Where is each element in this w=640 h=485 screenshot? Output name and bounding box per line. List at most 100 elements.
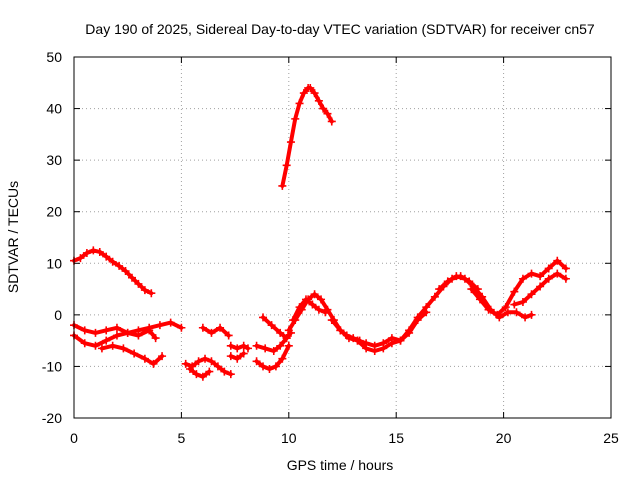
series-track-4 [70, 326, 160, 350]
series-track-9 [226, 341, 252, 353]
data-point [112, 323, 121, 332]
series-track-20 [510, 269, 570, 309]
y-tick-label: 30 [46, 152, 62, 168]
y-tick-label: 0 [54, 307, 62, 323]
data-point [213, 362, 222, 371]
series-track-19 [467, 256, 570, 319]
data-point [252, 357, 261, 366]
data-point [289, 316, 298, 325]
series-track-15 [289, 295, 330, 325]
data-point [147, 289, 156, 298]
series-band [228, 343, 250, 351]
data-point [108, 257, 117, 266]
data-point [301, 295, 310, 304]
data-point [544, 274, 553, 283]
data-point [185, 365, 194, 374]
series-band [188, 367, 212, 379]
data-point [396, 336, 405, 345]
data-point [134, 331, 143, 340]
data-point [379, 344, 388, 353]
series-band [183, 356, 233, 377]
data-point [259, 313, 268, 322]
x-tick-label: 15 [388, 430, 404, 446]
series-track-13 [259, 313, 291, 343]
data-point [239, 341, 248, 350]
data-point [233, 344, 242, 353]
x-tick-label: 0 [70, 430, 78, 446]
series-track-2 [278, 83, 336, 190]
data-point [134, 279, 143, 288]
data-point [306, 83, 315, 92]
data-point [493, 310, 502, 319]
data-point [127, 273, 136, 282]
x-tick-label: 10 [281, 430, 297, 446]
y-tick-label: 10 [46, 255, 62, 271]
data-point [205, 367, 214, 376]
data-point [269, 346, 278, 355]
data-point [536, 272, 545, 281]
data-point [198, 372, 207, 381]
series-band [254, 343, 291, 371]
data-point [527, 269, 536, 278]
data-point [181, 359, 190, 368]
series-track-6 [181, 354, 235, 379]
data-point [370, 346, 379, 355]
data-point [362, 344, 371, 353]
data-point [278, 354, 287, 363]
data-point [310, 290, 319, 299]
data-point [295, 99, 304, 108]
data-point [207, 357, 216, 366]
y-tick-label: -20 [42, 410, 62, 426]
series-band [261, 315, 289, 341]
data-points [70, 83, 570, 381]
data-point [271, 362, 280, 371]
data-point [108, 341, 117, 350]
data-point [177, 323, 186, 332]
data-point [405, 328, 414, 337]
data-point [314, 96, 323, 105]
data-point [521, 313, 530, 322]
x-axis-label: GPS time / hours [287, 457, 394, 473]
data-point [353, 336, 362, 345]
ticks: 0 5 10 15 20 25 -20 -10 0 10 20 30 40 50 [42, 49, 619, 446]
data-point [276, 341, 285, 350]
data-point [112, 331, 121, 340]
data-point [102, 326, 111, 335]
data-point [284, 341, 293, 350]
data-point [82, 248, 91, 257]
data-point [321, 308, 330, 317]
y-tick-label: 20 [46, 204, 62, 220]
data-point [413, 316, 422, 325]
y-axis-label: SDTVAR / TECUs [5, 181, 21, 293]
data-point [422, 308, 431, 317]
data-point [201, 354, 210, 363]
y-tick-label: -10 [42, 358, 62, 374]
data-point [226, 341, 235, 350]
data-point [510, 300, 519, 309]
data-point [510, 287, 519, 296]
x-tick-label: 20 [496, 430, 512, 446]
data-point [91, 341, 100, 350]
data-point [299, 89, 308, 98]
data-point [243, 344, 252, 353]
series-track-7 [185, 365, 214, 381]
data-point [553, 269, 562, 278]
data-point [561, 264, 570, 273]
data-point [194, 357, 203, 366]
data-point [553, 256, 562, 265]
data-point [435, 285, 444, 294]
data-point [102, 336, 111, 345]
data-point [452, 272, 461, 281]
data-point [252, 341, 261, 350]
data-point [430, 292, 439, 301]
data-point [291, 114, 300, 123]
data-point [314, 305, 323, 314]
data-point [166, 318, 175, 327]
data-point [198, 323, 207, 332]
data-point [323, 109, 332, 118]
data-point [239, 349, 248, 358]
data-point [484, 305, 493, 314]
data-point [140, 286, 149, 295]
data-point [387, 339, 396, 348]
